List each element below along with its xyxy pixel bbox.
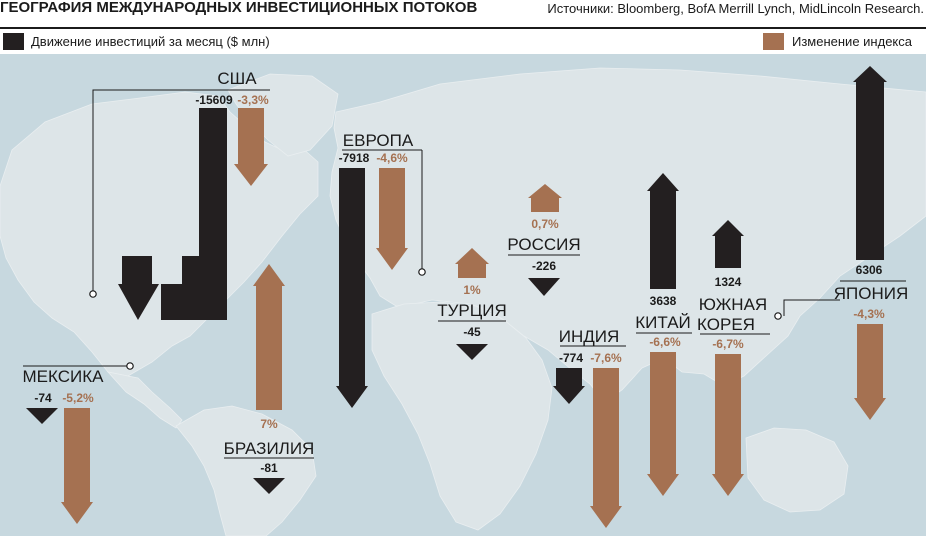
flow-arrow-europe bbox=[336, 168, 368, 408]
flow-arrow-china bbox=[647, 173, 679, 289]
flow-value-china: 3638 bbox=[650, 294, 677, 308]
index-value-brazil: 7% bbox=[260, 417, 278, 431]
flow-arrow-russia bbox=[528, 278, 560, 296]
usa-marker bbox=[89, 290, 97, 298]
region-label-korea-2: КОРЕЯ bbox=[697, 315, 755, 334]
flow-arrow-usa bbox=[118, 108, 227, 320]
flow-value-turkey: -45 bbox=[463, 325, 481, 339]
flow-arrow-turkey bbox=[456, 344, 488, 360]
mexico-marker bbox=[126, 362, 134, 370]
index-arrow-turkey bbox=[455, 248, 489, 278]
index-value-usa: -3,3% bbox=[237, 93, 269, 107]
region-label-japan: ЯПОНИЯ bbox=[834, 284, 909, 303]
index-arrow-europe bbox=[376, 168, 408, 270]
flow-arrow-brazil bbox=[253, 478, 285, 494]
region-label-china: КИТАЙ bbox=[635, 313, 691, 332]
flow-value-brazil: -81 bbox=[260, 461, 278, 475]
index-arrow-japan bbox=[854, 324, 886, 420]
chart-title: ГЕОГРАФИЯ МЕЖДУНАРОДНЫХ ИНВЕСТИЦИОННЫХ П… bbox=[0, 0, 478, 16]
region-label-russia: РОССИЯ bbox=[507, 235, 580, 254]
flow-value-europe: -7918 bbox=[339, 151, 370, 165]
flow-value-korea: 1324 bbox=[715, 275, 742, 289]
legend-label-flow: Движение инвестиций за месяц ($ млн) bbox=[31, 34, 270, 49]
title-rule bbox=[0, 27, 926, 29]
index-arrow-mexico bbox=[61, 408, 93, 524]
flow-arrow-india bbox=[553, 368, 585, 404]
index-value-china: -6,6% bbox=[649, 335, 681, 349]
region-label-usa: США bbox=[217, 69, 257, 88]
japan-leader bbox=[783, 299, 840, 316]
legend-swatch-index bbox=[763, 33, 784, 50]
flow-value-usa: -15609 bbox=[195, 93, 233, 107]
flow-arrow-korea bbox=[712, 220, 744, 268]
flow-arrow-japan bbox=[853, 66, 887, 260]
flow-arrow-mexico bbox=[26, 408, 58, 424]
region-label-korea-1: ЮЖНАЯ bbox=[699, 295, 767, 314]
land-africa bbox=[371, 301, 553, 531]
index-value-japan: -4,3% bbox=[853, 307, 885, 321]
flow-value-mexico: -74 bbox=[34, 391, 52, 405]
region-label-brazil: БРАЗИЛИЯ bbox=[224, 439, 315, 458]
index-arrow-india bbox=[590, 368, 622, 528]
index-value-turkey: 1% bbox=[463, 283, 481, 297]
index-arrow-brazil bbox=[253, 264, 285, 410]
region-label-mexico: МЕКСИКА bbox=[23, 367, 105, 386]
index-value-india: -7,6% bbox=[590, 351, 622, 365]
flow-value-russia: -226 bbox=[532, 259, 556, 273]
index-value-europe: -4,6% bbox=[376, 151, 408, 165]
legend-label-index: Изменение индекса bbox=[792, 34, 912, 49]
index-value-russia: 0,7% bbox=[531, 217, 559, 231]
index-arrow-russia bbox=[528, 184, 562, 212]
japan-marker bbox=[774, 312, 782, 320]
index-arrow-korea bbox=[712, 354, 744, 496]
index-arrow-china bbox=[647, 352, 679, 496]
index-value-mexico: -5,2% bbox=[62, 391, 94, 405]
source-note: Источники: Bloomberg, BofA Merrill Lynch… bbox=[547, 1, 924, 16]
region-label-india: ИНДИЯ bbox=[559, 327, 620, 346]
flow-value-japan: 6306 bbox=[856, 263, 883, 277]
land-australia bbox=[745, 427, 849, 513]
index-arrow-usa bbox=[234, 108, 268, 186]
land-south-america bbox=[175, 405, 317, 536]
index-value-korea: -6,7% bbox=[712, 337, 744, 351]
header: ГЕОГРАФИЯ МЕЖДУНАРОДНЫХ ИНВЕСТИЦИОННЫХ П… bbox=[0, 0, 926, 30]
europe-marker bbox=[418, 268, 426, 276]
usa-leader bbox=[92, 89, 215, 294]
legend: Движение инвестиций за месяц ($ млн) Изм… bbox=[0, 29, 926, 54]
world-map-chart: США -15609 -3,3% ЕВРОПА-7918 -4,6% МЕКСИКА -74… bbox=[0, 54, 926, 536]
region-label-turkey: ТУРЦИЯ bbox=[437, 301, 507, 320]
flow-value-india: -774 bbox=[559, 351, 583, 365]
chart-marks: США -15609 -3,3% ЕВРОПА-7918 -4,6% МЕКСИКА -74… bbox=[23, 66, 909, 528]
region-label-europe: ЕВРОПА bbox=[343, 131, 414, 150]
legend-swatch-flow bbox=[3, 33, 24, 50]
